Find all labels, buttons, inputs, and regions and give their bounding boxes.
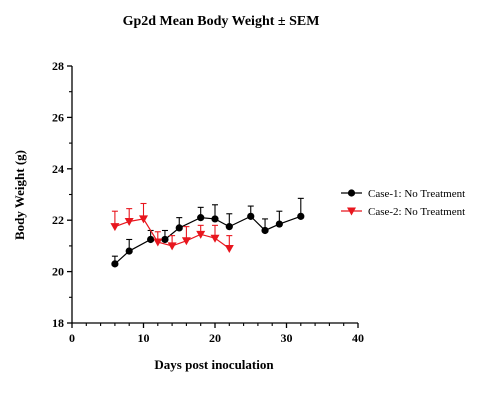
- data-point: [139, 215, 148, 224]
- legend-label: Case-1: No Treatment: [368, 188, 465, 200]
- series-2: [110, 202, 234, 253]
- chart-title: Gp2d Mean Body Weight ± SEM: [123, 14, 320, 29]
- x-axis-ticks: 0 10 20 30 40: [69, 323, 364, 345]
- y-axis-label: Body Weight (g): [12, 150, 27, 240]
- y-tick-label: 18: [52, 316, 64, 330]
- legend: Case-1: No Treatment Case-2: No Treatment: [341, 188, 465, 218]
- data-point: [110, 223, 120, 232]
- data-point: [147, 235, 155, 244]
- data-point: [247, 212, 255, 220]
- x-tick-label: 10: [138, 331, 150, 345]
- data-point: [167, 242, 177, 251]
- legend-marker: [347, 207, 356, 216]
- y-axis-ticks: 18 20 22 24 26 28: [52, 59, 72, 330]
- y-tick-label: 26: [52, 110, 64, 124]
- data-point: [161, 235, 169, 244]
- x-tick-label: 30: [281, 331, 293, 345]
- data-point: [297, 212, 305, 220]
- x-axis-label: Days post inoculation: [154, 357, 274, 372]
- y-tick-label: 28: [52, 59, 64, 73]
- data-point: [124, 217, 134, 226]
- series-layer: [110, 197, 305, 268]
- data-point: [175, 224, 183, 232]
- data-point: [225, 223, 233, 231]
- y-tick-label: 22: [52, 213, 64, 227]
- data-point: [224, 244, 234, 253]
- x-tick-label: 0: [69, 331, 75, 345]
- legend-label: Case-2: No Treatment: [368, 206, 465, 218]
- x-tick-label: 40: [352, 331, 364, 345]
- series-1: [111, 197, 305, 268]
- data-point: [111, 260, 119, 268]
- data-point: [261, 226, 269, 235]
- y-tick-label: 20: [52, 265, 64, 279]
- x-tick-label: 20: [209, 331, 221, 345]
- data-point: [197, 214, 205, 222]
- data-point: [153, 238, 163, 247]
- data-point: [196, 230, 206, 239]
- y-tick-label: 24: [52, 162, 64, 176]
- data-point: [210, 234, 220, 243]
- legend-marker: [347, 189, 356, 197]
- legend-item: Case-2: No Treatment: [341, 206, 465, 218]
- legend-item: Case-1: No Treatment: [341, 188, 465, 200]
- data-point: [275, 220, 283, 228]
- data-point: [211, 215, 219, 223]
- series-line: [114, 215, 302, 265]
- data-point: [181, 237, 191, 246]
- data-point: [125, 247, 133, 255]
